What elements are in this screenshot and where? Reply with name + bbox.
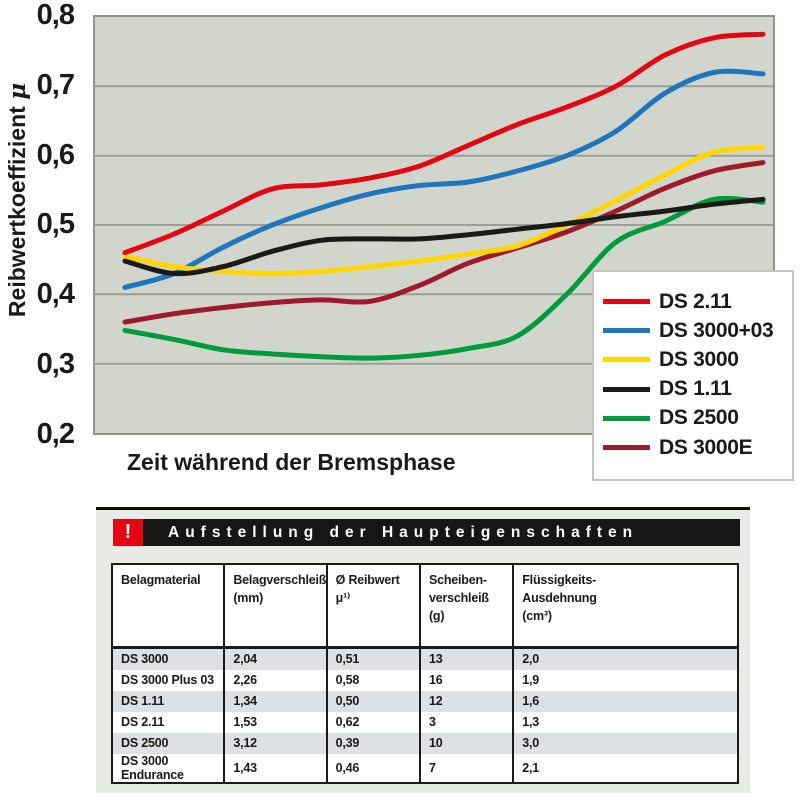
table-row-ds-3000-endurance: DS 3000 Endurance 1,43 0,46 7 2,1 (112, 753, 738, 783)
panel-title: Aufstellung der Haupteigenschaften (143, 519, 740, 546)
value-cell: 0,51 (326, 647, 421, 670)
column-header: Ø Reibwert μ¹⁾ (326, 564, 421, 649)
table-row-ds-1-11: DS 1.11 1,34 0,50 12 1,6 (112, 690, 738, 712)
series-line-ds-3000 (122, 144, 766, 276)
legend-label: DS 2500 (659, 406, 739, 430)
y-tick-label: 0,8 (36, 0, 75, 31)
value-cell: 10 (419, 732, 515, 754)
legend-item-ds-3000-03: DS 3000+03 (603, 316, 792, 345)
y-tick-label: 0,6 (36, 138, 75, 171)
value-cell: 1,9 (522, 673, 540, 687)
x-axis-title: Zeit während der Bremsphase (127, 449, 456, 475)
chart-legend: DS 2.11 DS 3000+03 DS 3000 DS 1.11 DS 2500 DS… (592, 270, 794, 481)
value-cell: 2,0 (513, 647, 738, 670)
legend-label: DS 3000+03 (659, 318, 774, 342)
legend-label: DS 1.11 (659, 377, 732, 401)
value-cell: 1,34 (224, 690, 328, 712)
table-row-ds-3000-plus-03: DS 3000 Plus 03 2,26 0,58 16 1,9 (112, 669, 738, 691)
table-header-row: Belagmaterial Belagverschleiß (mm) Ø Reibw… (112, 564, 738, 649)
value-cell: 12 (419, 690, 515, 712)
column-header: Scheiben- verschleiß (g) (419, 564, 515, 649)
table-row-ds-2-11: DS 2.11 1,53 0,62 3 1,3 (112, 711, 738, 733)
y-tick-label: 0,5 (36, 208, 75, 241)
value-cell: 0,46 (326, 753, 421, 783)
legend-color-line (603, 357, 650, 363)
value-cell: 16 (419, 669, 515, 691)
legend-color-line (603, 445, 650, 451)
value-cell: 0,50 (326, 690, 421, 712)
value-cell: 1,53 (224, 711, 328, 733)
legend-label: DS 3000E (659, 435, 753, 459)
value-cell: 1,43 (224, 753, 328, 783)
value-cell: 0,58 (326, 669, 421, 691)
properties-panel: ! Aufstellung der Haupteigenschaften Bel… (96, 507, 750, 793)
y-tick-label: 0,7 (36, 68, 75, 101)
legend-label: DS 3000 (659, 347, 739, 371)
value-cell: 3 (419, 711, 515, 733)
legend-item-ds-3000: DS 3000 (603, 345, 792, 374)
series-line-ds-2500 (122, 195, 766, 361)
material-cell: DS 3000 (112, 647, 226, 670)
value-cell: 0,62 (326, 711, 421, 733)
table-row-ds-3000: DS 3000 2,04 0,51 13 2,0 (112, 647, 738, 670)
material-cell: DS 1.11 (112, 690, 226, 712)
series-line-ds-3000e (122, 160, 766, 325)
value-cell: 2,04 (224, 647, 328, 670)
material-cell: DS 2500 (112, 732, 226, 754)
table-row-ds-2500: DS 2500 3,12 0,39 10 3,0 (112, 732, 738, 754)
y-tick-label: 0,3 (36, 348, 75, 381)
series-line-ds-2-11 (122, 31, 766, 256)
panel-title-bar: ! Aufstellung der Haupteigenschaften (113, 519, 740, 546)
value-cell: 1,3 (522, 715, 540, 729)
material-cell: DS 3000 Endurance (112, 753, 226, 783)
legend-item-ds-2500: DS 2500 (603, 404, 792, 433)
material-cell: DS 2.11 (112, 711, 226, 733)
series-line-ds-1-11 (122, 196, 766, 277)
column-header: Belagmaterial (112, 564, 226, 649)
legend-color-line (603, 415, 650, 421)
legend-color-line (603, 299, 650, 305)
material-cell: DS 3000 Plus 03 (112, 669, 226, 691)
y-tick-label: 0,4 (36, 278, 75, 311)
legend-color-line (603, 328, 650, 334)
column-header: Belagverschleiß (mm) (224, 564, 328, 649)
value-cell: 1,6 (513, 690, 738, 712)
value-cell: 7 (419, 753, 515, 783)
value-cell: 3,0 (513, 732, 738, 754)
legend-item-ds-1-11: DS 1.11 (603, 375, 792, 404)
legend-item-ds-2-11: DS 2.11 (603, 287, 792, 316)
legend-item-ds-3000e: DS 3000E (603, 433, 792, 462)
column-header: Flüssigkeits- Ausdehnung (cm³) (513, 564, 738, 649)
value-cell: 3,12 (224, 732, 328, 754)
value-cell: 2,26 (224, 669, 328, 691)
y-tick-label: 0,2 (36, 417, 75, 450)
legend-color-line (603, 386, 650, 392)
legend-label: DS 2.11 (659, 289, 732, 313)
exclamation-icon: ! (113, 519, 143, 546)
value-cell: 13 (419, 647, 515, 670)
value-cell: 0,39 (326, 732, 421, 754)
value-cell: 2,1 (522, 760, 540, 775)
properties-table: Belagmaterial Belagverschleiß (mm) Ø Reibw… (111, 563, 739, 784)
series-line-ds-3000-03 (122, 68, 766, 290)
